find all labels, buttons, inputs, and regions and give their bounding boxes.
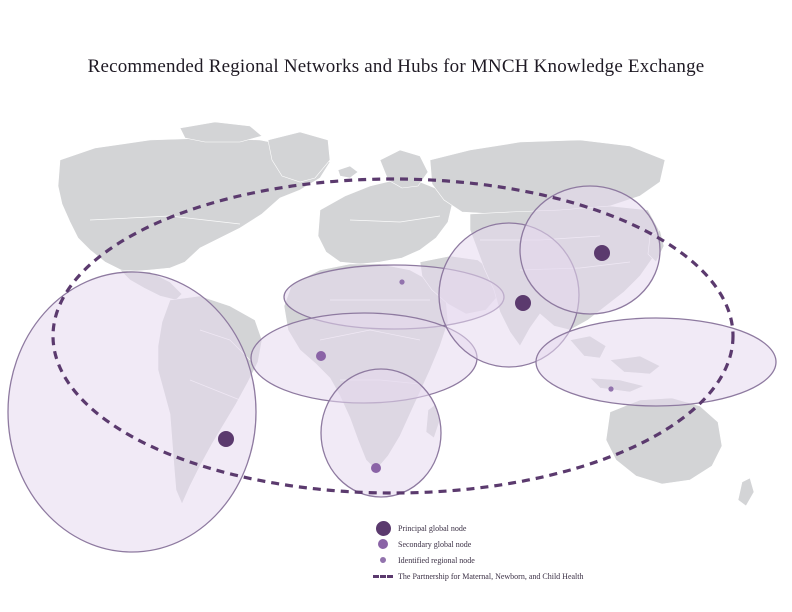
region-southern-africa (320, 368, 442, 498)
secondary-node-south-africa (371, 463, 381, 473)
principal-node-india (515, 295, 531, 311)
secondary-node-legend-icon (378, 539, 388, 549)
legend-row-secondary: Secondary global node (372, 536, 672, 552)
map-title: Recommended Regional Networks and Hubs f… (87, 56, 705, 77)
legend-row-principal: Principal global node (372, 520, 672, 536)
principal-node-china (594, 245, 610, 261)
new-zealand-landmass (737, 477, 755, 507)
legend-row-regional: Identified regional node (372, 552, 672, 568)
legend-label-partnership: The Partnership for Maternal, Newborn, a… (398, 571, 584, 581)
regional-node-indonesia (608, 386, 614, 392)
principal-node-legend-icon (375, 520, 391, 536)
network-nodes (218, 245, 614, 473)
australia-landmass (605, 397, 723, 485)
regional-node-egypt (399, 279, 405, 285)
regional-node-legend-icon (380, 557, 386, 563)
legend-label-principal: Principal global node (398, 523, 467, 533)
regional-networks (7, 185, 777, 553)
region-americas (7, 271, 257, 553)
legend-label-secondary: Secondary global node (398, 539, 472, 549)
region-southeast-asia (535, 317, 777, 407)
secondary-node-west-africa (316, 351, 326, 361)
region-east-asia (519, 185, 661, 315)
dashed-line-legend-icon (373, 574, 393, 578)
north-america-landmass (57, 137, 331, 273)
principal-node-brazil (218, 431, 234, 447)
arctic-islands-landmass (179, 121, 263, 143)
legend-row-partnership: The Partnership for Maternal, Newborn, a… (372, 568, 672, 584)
legend-label-regional: Identified regional node (398, 555, 475, 565)
greenland-landmass (267, 131, 331, 183)
iceland-landmass (337, 165, 359, 179)
europe-landmass (317, 179, 453, 265)
partnership-network-line (51, 177, 735, 495)
map-legend: Principal global node Secondary global n… (372, 520, 672, 584)
